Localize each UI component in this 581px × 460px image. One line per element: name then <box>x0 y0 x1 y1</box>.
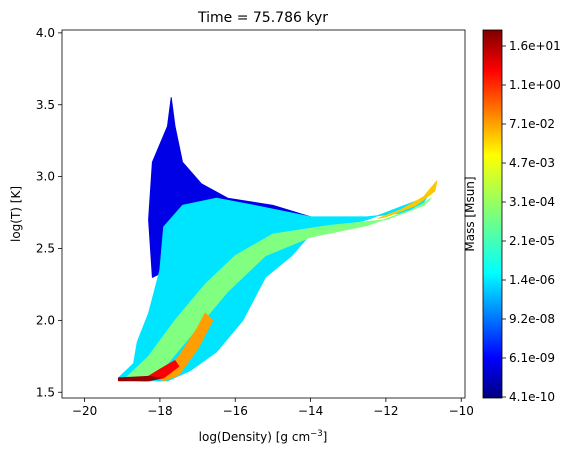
y-tick-label: 2.5 <box>36 242 55 256</box>
x-axis-label-exponent: −3 <box>310 429 323 439</box>
chart-title: Time = 75.786 kyr <box>197 10 328 26</box>
x-tick-label: −10 <box>449 404 474 418</box>
colorbar-label: Mass [Msun] <box>463 176 477 251</box>
colorbar-tick-label: 3.1e-04 <box>509 195 555 209</box>
y-axis-ticks: 1.5 2.0 2.5 3.0 3.5 4.0 <box>36 26 62 399</box>
colorbar-tick-label: 6.1e-09 <box>509 351 555 365</box>
colorbar-tick-label: 2.1e-05 <box>509 234 555 248</box>
region-high-density-tip <box>377 180 438 219</box>
colorbar-tick-label: 1.6e+01 <box>509 39 561 53</box>
x-tick-label: −14 <box>298 404 323 418</box>
colorbar: 4.1e-10 6.1e-09 9.2e-08 1.4e-06 2.1e-05 3.1e-… <box>463 29 561 404</box>
x-axis-label: log(Density) [g cm−3] <box>199 429 328 444</box>
colorbar-tick-label: 1.4e-06 <box>509 273 555 287</box>
plot-area <box>61 29 466 399</box>
colorbar-ticks: 4.1e-10 6.1e-09 9.2e-08 1.4e-06 2.1e-05 3.1e-… <box>502 39 561 404</box>
x-axis-label-main: log(Density) [g cm <box>199 430 311 444</box>
x-tick-label: −20 <box>72 404 97 418</box>
y-tick-label: 1.5 <box>36 385 55 399</box>
x-tick-label: −16 <box>223 404 248 418</box>
colorbar-tick-label: 1.1e+00 <box>509 78 561 92</box>
x-tick-label: −12 <box>373 404 398 418</box>
colorbar-gradient <box>482 29 503 399</box>
y-tick-label: 3.5 <box>36 98 55 112</box>
colorbar-tick-label: 4.7e-03 <box>509 156 555 170</box>
heatmap-regions <box>118 97 438 382</box>
x-axis-ticks: −20 −18 −16 −14 −12 −10 <box>72 398 474 418</box>
y-tick-label: 4.0 <box>36 26 55 40</box>
colorbar-tick-label: 9.2e-08 <box>509 312 555 326</box>
y-tick-label: 3.0 <box>36 170 55 184</box>
colorbar-tick-label: 7.1e-02 <box>509 117 555 131</box>
y-tick-label: 2.0 <box>36 313 55 327</box>
x-axis-label-end: ] <box>323 430 328 444</box>
x-tick-label: −18 <box>147 404 172 418</box>
plot-frame <box>61 29 466 399</box>
colorbar-tick-label: 4.1e-10 <box>509 390 555 404</box>
y-axis-label: log(T) [K] <box>9 186 23 242</box>
region-floor-line <box>118 375 161 382</box>
